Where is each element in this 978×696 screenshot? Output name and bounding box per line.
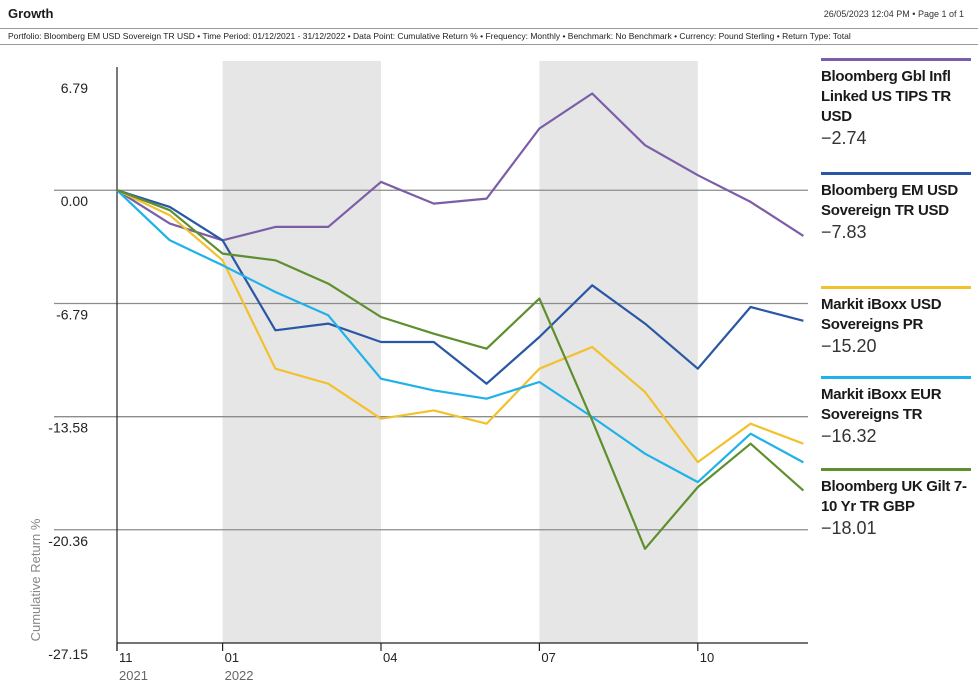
legend-item: Markit iBoxx EUR Sovereigns TR −16.32	[821, 376, 971, 448]
shaded-period-1	[222, 61, 381, 643]
y-tick-label: -13.58	[48, 420, 88, 436]
legend-series-value: −18.01	[821, 518, 877, 538]
y-tick-label: -6.79	[56, 306, 88, 322]
x-tick-month: 11	[119, 650, 133, 665]
legend-series-value: −16.32	[821, 426, 877, 446]
legend-series-name: Bloomberg Gbl Infl Linked US TIPS TR USD	[821, 68, 951, 125]
y-axis-label: Cumulative Return %	[28, 518, 43, 641]
series-line-markit-iboxx-eur-sovereigns-tr	[116, 189, 804, 484]
series-line-bloomberg-em-usd-sovereign-tr-usd	[116, 189, 804, 385]
x-tick-year: 2021	[119, 668, 148, 683]
subtitle-rule	[0, 44, 978, 45]
legend-swatch	[821, 286, 971, 289]
legend-series-name: Markit iBoxx USD Sovereigns PR	[821, 296, 942, 333]
shaded-period-2	[539, 61, 698, 643]
y-tick-label: 6.79	[61, 80, 88, 96]
legend-series-name: Bloomberg EM USD Sovereign TR USD	[821, 182, 958, 219]
legend-series-value: −2.74	[821, 128, 867, 148]
x-tick-year: 2022	[225, 668, 254, 683]
grid-lines	[54, 189, 808, 531]
legend-swatch	[821, 172, 971, 175]
legend-swatch	[821, 468, 971, 471]
x-tick-month: 04	[383, 650, 397, 665]
legend-swatch	[821, 376, 971, 379]
series-line-bloomberg-gbl-infl-linked-us-tips-tr-usd	[116, 92, 804, 242]
y-tick-label: -20.36	[48, 533, 88, 549]
shaded-periods	[222, 61, 698, 643]
legend-item: Bloomberg EM USD Sovereign TR USD −7.83	[821, 172, 971, 244]
x-tick-month: 10	[700, 650, 714, 665]
y-tick-label: 0.00	[61, 193, 88, 209]
x-tick-month: 07	[541, 650, 555, 665]
legend-item: Markit iBoxx USD Sovereigns PR −15.20	[821, 286, 971, 358]
series-lines	[116, 92, 805, 550]
y-tick-label: -27.15	[48, 646, 88, 662]
series-line-markit-iboxx-usd-sovereigns-pr	[116, 189, 804, 464]
legend-series-value: −7.83	[821, 222, 867, 242]
x-tick-month: 01	[225, 650, 239, 665]
legend-swatch	[821, 58, 971, 61]
legend-series-name: Bloomberg UK Gilt 7-10 Yr TR GBP	[821, 478, 967, 515]
legend-item: Bloomberg UK Gilt 7-10 Yr TR GBP −18.01	[821, 468, 971, 540]
header-rule	[0, 28, 978, 29]
page-title: Growth	[8, 6, 54, 21]
legend-series-value: −15.20	[821, 336, 877, 356]
series-line-bloomberg-uk-gilt-7-10-yr-tr-gbp	[116, 189, 805, 550]
report-subtitle: Portfolio: Bloomberg EM USD Sovereign TR…	[8, 31, 851, 41]
page-meta: 26/05/2023 12:04 PM • Page 1 of 1	[823, 9, 964, 19]
legend-series-name: Markit iBoxx EUR Sovereigns TR	[821, 386, 942, 423]
axes: 6.79 0.00 -6.79 -13.58 -20.36 -27.15 11 2021 01 2…	[48, 67, 808, 683]
legend-item: Bloomberg Gbl Infl Linked US TIPS TR USD…	[821, 58, 971, 150]
